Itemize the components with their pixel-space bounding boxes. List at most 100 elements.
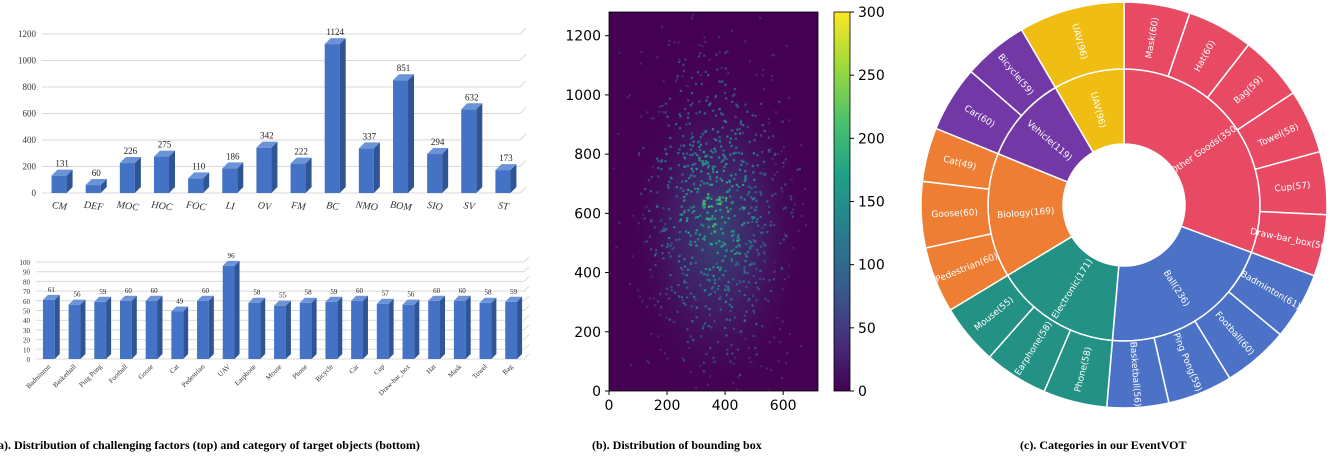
heatmap-cell (706, 161, 710, 164)
heatmap-cell (715, 199, 718, 202)
heatmap-cell (791, 215, 794, 218)
heatmap-cell (737, 234, 740, 237)
bar-top-Bicycle (325, 296, 343, 302)
heatmap-cell (741, 123, 744, 126)
heatmap-cell (772, 391, 774, 393)
heatmap-cell (718, 80, 721, 83)
y-tick-label: 0 (592, 384, 601, 400)
heatmap-cell (725, 206, 728, 209)
heatmap-cell (726, 7, 728, 9)
heatmap-cell (684, 230, 687, 233)
heatmap-cell (781, 190, 784, 193)
heatmap-cell (746, 417, 748, 419)
heatmap-cell (701, 133, 704, 136)
heatmap-cell (761, 123, 764, 127)
heatmap-cell (683, 281, 686, 284)
heatmap-cell (703, 112, 706, 115)
heatmap-cell (713, 282, 717, 285)
heatmap-cell (751, 198, 755, 201)
value-label-LI: 186 (226, 151, 240, 161)
heatmap-cell (757, 224, 760, 227)
heatmap-cell (755, 267, 758, 271)
category-label-Hat: Hat (425, 363, 438, 376)
heatmap-cell (753, 208, 757, 211)
heatmap-cell (640, 50, 643, 53)
heatmap-cell (652, 297, 656, 300)
bar-top-Football (119, 295, 137, 301)
bar-Towel (479, 302, 492, 359)
heatmap-cell (701, 397, 703, 399)
bar-side-NMO (373, 142, 380, 193)
heatmap-cell (702, 151, 706, 154)
heatmap-cell (734, 252, 737, 256)
heatmap-cell (702, 224, 705, 227)
heatmap-cell (701, 164, 705, 167)
heatmap-cell (737, 243, 740, 246)
value-label-Basketball: 56 (74, 291, 82, 299)
heatmap-cell (674, 79, 678, 83)
bar-CM (51, 175, 67, 193)
heatmap-cell (799, 344, 803, 348)
heatmap-cell (689, 335, 693, 338)
heatmap-cell (707, 324, 710, 328)
heatmap-cell (733, 1, 735, 3)
heatmap-cell (739, 122, 742, 125)
heatmap-cell (699, 74, 702, 77)
heatmap-cell (738, 244, 741, 248)
heatmap-cell (734, 151, 738, 155)
bar-side-Badminton (54, 294, 60, 359)
heatmap-cell (792, 246, 795, 249)
heatmap-cell (665, 287, 669, 290)
heatmap-cell (698, 100, 701, 103)
bar-top-Cup (376, 298, 394, 304)
x-tick-label: 200 (654, 398, 681, 414)
heatmap-cell (755, 133, 758, 136)
heatmap-cell (733, 87, 737, 91)
gridline-depth (523, 314, 530, 321)
y-tick-label: 0 (27, 356, 31, 364)
heatmap-cell (683, 107, 687, 110)
heatmap-cell (691, 320, 694, 323)
heatmap-cell (718, 196, 721, 199)
heatmap-cell (779, 328, 782, 331)
heatmap-cell (666, 243, 669, 246)
heatmap-cell (724, 120, 728, 124)
heatmap-cell (711, 205, 714, 208)
heatmap-cell (753, 240, 757, 243)
heatmap-cell (668, 318, 671, 321)
y-tick-label: 0 (32, 188, 37, 198)
heatmap-cell (767, 148, 771, 152)
heatmap-cell (757, 288, 761, 291)
heatmap-cell (746, 193, 750, 196)
heatmap-cell (783, 278, 786, 281)
value-label-NMO: 337 (363, 131, 377, 141)
heatmap-cell (667, 186, 670, 189)
heatmap-cell (717, 266, 720, 269)
bar-Mask (453, 300, 466, 359)
heatmap-cell (722, 241, 725, 244)
value-label-Football: 60 (125, 287, 133, 295)
heatmap-cell (744, 40, 747, 43)
heatmap-cell (713, 278, 716, 281)
heatmap-cell (761, 74, 764, 77)
heatmap-cell (677, 151, 680, 155)
heatmap-cell (658, 293, 662, 296)
heatmap-cell (713, 290, 717, 294)
caption-b: (b). Distribution of bounding box (592, 438, 762, 452)
heatmap-cell (711, 165, 714, 168)
heatmap-cell (776, 152, 780, 155)
heatmap-cell (790, 211, 793, 214)
value-label-Mouse: 55 (279, 292, 287, 300)
bar-side-Towel (491, 297, 497, 359)
heatmap-cell (744, 252, 747, 256)
heatmap-cell (683, 265, 686, 268)
gridline-depth (523, 305, 530, 311)
heatmap-cell (755, 199, 758, 203)
heatmap-cell (684, 165, 687, 168)
heatmap-cell (737, 263, 740, 266)
heatmap-cell (682, 70, 686, 73)
bar-side-Bicycle (337, 296, 343, 359)
bar-side-FM (305, 157, 312, 193)
heatmap-cell (713, 230, 716, 233)
heatmap-cell (691, 163, 695, 166)
